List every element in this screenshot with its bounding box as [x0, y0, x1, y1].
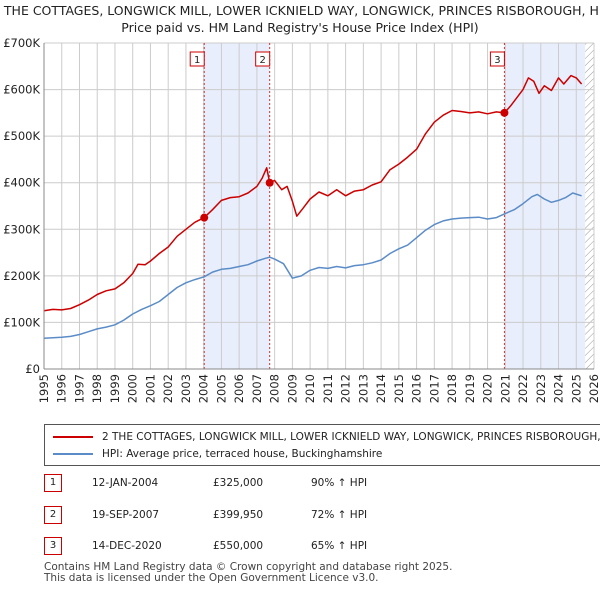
series-line-property: [43, 74, 583, 312]
x-tick-label: 2026: [587, 374, 600, 403]
y-tick-label: £200K: [3, 269, 40, 283]
y-tick-label: £400K: [3, 176, 40, 190]
legend-swatch-property: [53, 436, 93, 438]
y-tick-label: £500K: [3, 129, 40, 143]
footer-attribution: Contains HM Land Registry data © Crown c…: [44, 562, 452, 584]
sale-hpi-change: 90% ↑ HPI: [311, 477, 368, 489]
x-tick-label: 2022: [516, 374, 530, 403]
x-tick-label: 2011: [321, 374, 335, 403]
x-tick-label: 2004: [197, 374, 211, 403]
legend-label-property: 2 THE COTTAGES, LONGWICK MILL, LOWER ICK…: [102, 431, 600, 443]
x-tick-label: 2020: [481, 374, 495, 403]
sale-row: 1 12-JAN-2004 £325,000 90% ↑ HPI: [44, 474, 464, 494]
x-tick-label: 1998: [90, 374, 104, 403]
x-tick-label: 2012: [339, 374, 353, 403]
x-tick-label: 2017: [427, 374, 441, 403]
x-tick-label: 2018: [445, 374, 459, 403]
y-tick-label: £600K: [3, 83, 40, 97]
x-tick-label: 2010: [303, 374, 317, 403]
sale-marker-label: 1: [194, 55, 200, 66]
x-tick-label: 2005: [214, 374, 228, 403]
x-tick-label: 2023: [534, 374, 548, 403]
footer-licence: This data is licensed under the Open Gov…: [44, 572, 379, 584]
x-tick-label: 2016: [410, 374, 424, 403]
sale-point: [200, 213, 209, 222]
sale-row: 3 14-DEC-2020 £550,000 65% ↑ HPI: [44, 537, 464, 557]
chart-title-address: 2 THE COTTAGES, LONGWICK MILL, LOWER ICK…: [0, 3, 600, 18]
x-tick-label: 2001: [143, 374, 157, 403]
sale-number-badge: 2: [44, 506, 62, 524]
legend: 2 THE COTTAGES, LONGWICK MILL, LOWER ICK…: [44, 424, 600, 466]
x-tick-label: 2021: [498, 374, 512, 403]
sale-price: £399,950: [213, 509, 264, 521]
x-tick-label: 2014: [374, 374, 388, 403]
sale-number-badge: 3: [44, 537, 62, 555]
x-tick-label: 2006: [232, 374, 246, 403]
x-tick-label: 2008: [268, 374, 282, 403]
x-tick-label: 2002: [161, 374, 175, 403]
ownership-period-shade: [204, 43, 270, 369]
sale-price: £550,000: [213, 540, 264, 552]
sale-number-badge: 1: [44, 474, 62, 492]
x-tick-label: 1997: [72, 374, 86, 403]
legend-item-hpi: HPI: Average price, terraced house, Buck…: [53, 446, 382, 462]
legend-swatch-hpi: [53, 453, 93, 455]
x-tick-label: 1996: [55, 374, 69, 403]
footer-copyright: Contains HM Land Registry data © Crown c…: [44, 561, 453, 573]
sale-hpi-change: 65% ↑ HPI: [311, 540, 368, 552]
x-tick-label: 2025: [569, 374, 583, 403]
ownership-period-shade: [504, 43, 586, 369]
y-tick-label: £100K: [3, 315, 40, 329]
x-tick-label: 2024: [552, 374, 566, 403]
y-tick-label: £300K: [3, 222, 40, 236]
x-tick-label: 2013: [356, 374, 370, 403]
x-tick-label: 1995: [37, 374, 51, 403]
chart-title: Price paid vs. HM Land Registry's House …: [121, 20, 479, 35]
x-tick-label: 2019: [463, 374, 477, 403]
sale-point: [500, 108, 509, 117]
x-tick-label: 2000: [126, 374, 140, 403]
sale-date: 12-JAN-2004: [92, 477, 159, 489]
sale-marker-label: 3: [494, 55, 500, 66]
price-chart: 1 2 3 £0 £100K £200K £300K £400K £500K £600K £700…: [3, 36, 600, 403]
sale-marker-box: [189, 51, 205, 67]
sale-point: [265, 178, 274, 187]
x-tick-label: 1999: [108, 374, 122, 403]
x-tick-label: 2007: [250, 374, 264, 403]
x-tick-label: 2009: [285, 374, 299, 403]
forecast-hatch: [585, 43, 594, 369]
sale-date: 19-SEP-2007: [92, 509, 160, 521]
legend-item-property: 2 THE COTTAGES, LONGWICK MILL, LOWER ICK…: [53, 429, 600, 445]
sale-hpi-change: 72% ↑ HPI: [311, 509, 368, 521]
sale-price: £325,000: [213, 477, 264, 489]
y-tick-label: £0: [25, 362, 40, 376]
sale-row: 2 19-SEP-2007 £399,950 72% ↑ HPI: [44, 506, 464, 526]
legend-label-hpi: HPI: Average price, terraced house, Buck…: [102, 448, 383, 460]
y-tick-label: £700K: [3, 36, 40, 50]
sale-marker-box: [255, 51, 271, 67]
series-line-hpi: [43, 192, 582, 340]
sale-date: 14-DEC-2020: [92, 540, 162, 552]
x-tick-label: 2015: [392, 374, 406, 403]
x-tick-label: 2003: [179, 374, 193, 403]
sale-marker-box: [489, 51, 505, 67]
sale-marker-label: 2: [259, 55, 265, 66]
